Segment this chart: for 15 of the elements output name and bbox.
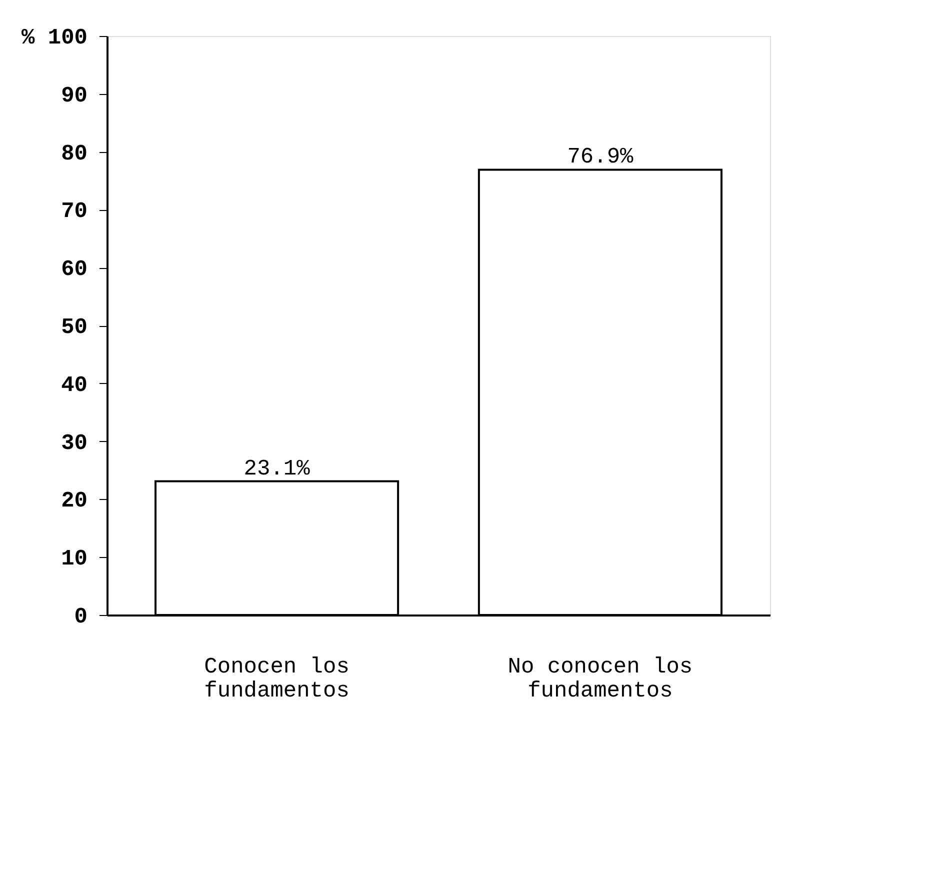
y-tick-label: 30 — [61, 430, 88, 456]
y-tick-label: 60 — [61, 257, 88, 282]
data-label: 23.1% — [244, 456, 311, 482]
y-tick-label: 20 — [61, 488, 88, 514]
y-tick-label: 70 — [61, 199, 88, 224]
y-tick-label: 0 — [74, 604, 88, 630]
y-tick-label: 10 — [61, 546, 88, 572]
y-tick-label: 90 — [61, 83, 88, 108]
y-tick-label: 50 — [61, 315, 88, 340]
data-label: 76.9% — [567, 144, 634, 170]
y-tick-label: 40 — [61, 372, 88, 398]
y-tick-label: 80 — [61, 141, 88, 166]
x-tick-label: No conocen los fundamentos — [508, 654, 693, 704]
x-tick-label: Conocen los fundamentos — [204, 654, 350, 704]
y-tick-label: % 100 — [21, 26, 88, 50]
